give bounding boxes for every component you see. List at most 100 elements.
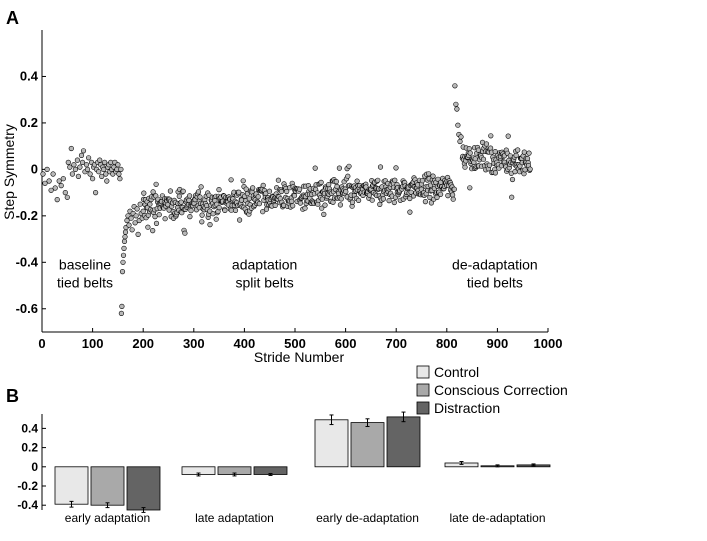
bar [314,419,349,468]
data-point [178,199,184,205]
category-label: late adaptation [195,511,274,525]
data-point [392,177,398,183]
data-point [153,181,159,187]
x-tick-label: 100 [82,336,104,351]
data-point [126,222,132,228]
category-label: early de-adaptation [316,511,419,525]
data-point [84,166,91,172]
data-point [366,192,373,198]
data-point [256,201,263,207]
data-point [284,188,290,195]
data-point [72,166,78,172]
x-axis-title: Stride Number [254,349,345,365]
data-point [65,159,71,165]
data-point [260,182,266,188]
data-point [346,163,352,169]
data-point [150,228,156,234]
bar-y-tick-label: 0.2 [21,441,38,455]
bar-y-ticks: -0.4 -0.2 0 0.2 0.4 [17,421,46,512]
data-point [458,134,464,140]
data-point [451,186,457,192]
data-point [133,213,139,219]
phase-label-line1: adaptation [232,256,297,272]
data-point [426,171,432,177]
y-ticks: -0.6 -0.4 -0.2 0 0.2 0.4 [16,68,46,316]
data-point [128,215,134,221]
data-point [318,179,324,185]
bar [90,466,125,506]
y-tick-label: 0.4 [20,68,39,83]
data-point [515,147,521,153]
data-point [333,179,339,185]
data-point [121,238,128,244]
data-point [321,211,327,217]
data-point [213,216,219,222]
legend-swatch [416,401,430,415]
panel-b-label: B [6,386,19,406]
data-point [85,155,92,161]
data-point [135,231,141,237]
data-point [337,202,344,208]
data-point [260,209,266,215]
x-tick-label: 800 [436,336,458,351]
data-point [46,178,52,184]
data-point [167,188,173,194]
data-point [291,193,298,199]
data-point [467,185,473,191]
data-point [319,196,325,202]
data-point [322,202,328,208]
data-point [89,176,96,182]
scatter-chart: -0.6 -0.4 -0.2 0 0.2 0.4 0 100 200 300 400 500 600 7… [1,30,562,365]
data-point [58,183,64,189]
data-point [83,162,90,168]
data-point [278,188,285,195]
data-point [330,199,336,205]
data-point [42,180,48,186]
data-point [102,159,108,165]
phase-annotations: baseline tied belts adaptation split belts d… [57,256,538,290]
y-tick-label: -0.2 [16,208,38,223]
data-point [486,162,493,168]
data-point [137,201,143,207]
data-point [297,200,304,206]
data-point [119,303,125,310]
data-point [71,162,77,168]
bar [126,466,161,511]
data-point [237,217,243,223]
data-point [132,220,138,226]
x-tick-label: 600 [335,336,357,351]
data-point [526,150,532,156]
data-points [40,83,533,317]
data-point [180,188,186,194]
data-point [240,178,246,184]
data-point [122,234,128,240]
data-point [216,205,222,211]
data-point [80,148,87,154]
data-point [466,146,472,152]
data-point [69,171,75,177]
x-tick-label: 900 [487,336,509,351]
data-point [99,173,105,179]
data-point [407,209,413,215]
data-point [272,202,278,208]
data-point [391,199,397,206]
data-point [79,159,86,165]
data-point [369,197,375,203]
data-point [188,208,194,214]
category-label: early adaptation [65,511,150,525]
data-point [445,193,451,199]
data-point [122,229,129,235]
data-point [492,170,499,176]
bar [54,466,89,505]
data-point [118,166,124,172]
data-point [104,178,110,184]
data-point [250,185,256,191]
data-point [92,190,99,196]
data-point [121,245,127,251]
data-point [266,188,273,194]
x-tick-label: 700 [385,336,407,351]
y-tick-label: -0.6 [16,301,38,316]
data-point [54,197,60,203]
data-point [430,173,436,179]
bar [350,422,385,468]
